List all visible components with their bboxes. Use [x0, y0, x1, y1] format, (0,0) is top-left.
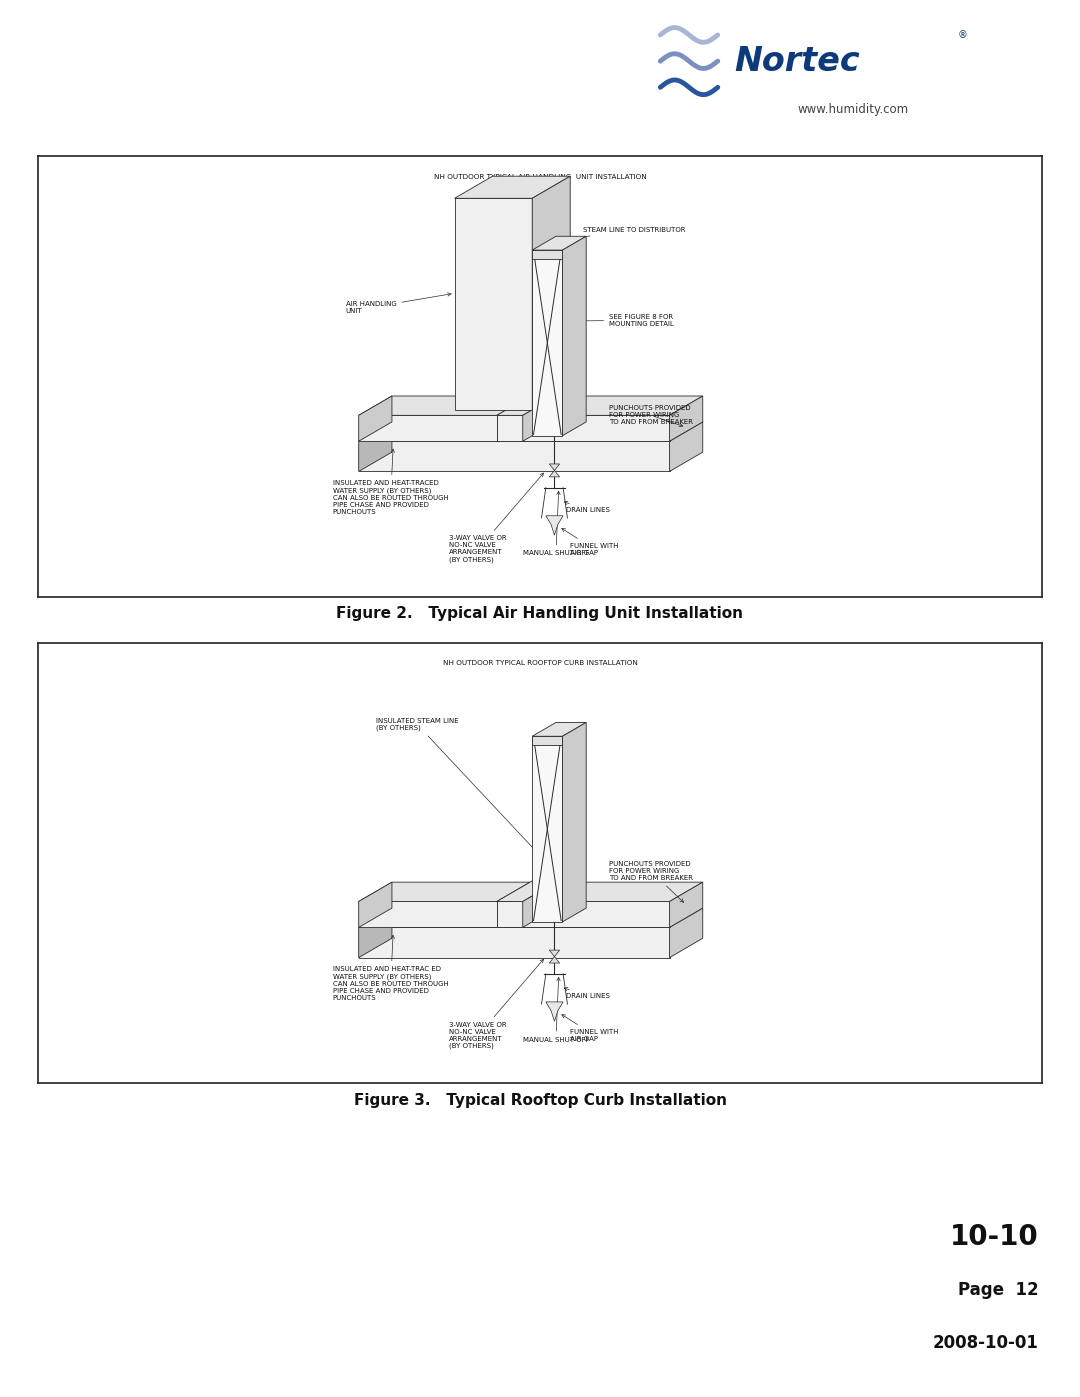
Polygon shape — [497, 380, 584, 415]
Polygon shape — [523, 380, 584, 441]
Polygon shape — [497, 901, 523, 928]
Text: ®: ® — [958, 29, 968, 41]
Text: FUNNEL WITH
AIR GAP: FUNNEL WITH AIR GAP — [562, 528, 619, 556]
Polygon shape — [550, 471, 559, 476]
Polygon shape — [670, 422, 703, 471]
Polygon shape — [455, 198, 532, 409]
Polygon shape — [497, 415, 523, 441]
Polygon shape — [359, 395, 392, 441]
Polygon shape — [545, 515, 563, 535]
Text: 3-WAY VALVE OR
NO-NC VALVE
ARRANGEMENT
(BY OTHERS): 3-WAY VALVE OR NO-NC VALVE ARRANGEMENT (… — [449, 474, 543, 563]
Polygon shape — [532, 736, 563, 745]
Text: PUNCHOUTS PROVIDED
FOR POWER WIRING
TO AND FROM BREAKER: PUNCHOUTS PROVIDED FOR POWER WIRING TO A… — [609, 862, 693, 902]
Text: Nortec: Nortec — [734, 45, 860, 78]
Text: www.humidity.com: www.humidity.com — [798, 103, 908, 116]
Text: INSULATED AND HEAT-TRAC ED
WATER SUPPLY (BY OTHERS)
CAN ALSO BE ROUTED THROUGH
P: INSULATED AND HEAT-TRAC ED WATER SUPPLY … — [333, 935, 448, 1000]
Text: NH OUTDOOR TYPICAL ROOFTOP CURB INSTALLATION: NH OUTDOOR TYPICAL ROOFTOP CURB INSTALLA… — [443, 659, 637, 666]
Polygon shape — [532, 250, 563, 436]
Text: DRAIN LINES: DRAIN LINES — [564, 988, 610, 999]
Text: 10-10: 10-10 — [949, 1222, 1039, 1250]
Polygon shape — [359, 415, 497, 441]
Polygon shape — [359, 422, 703, 441]
Polygon shape — [359, 908, 703, 928]
Text: AIR HANDLING
UNIT: AIR HANDLING UNIT — [346, 293, 451, 314]
Text: INSULATED AND HEAT-TRACED
WATER SUPPLY (BY OTHERS)
CAN ALSO BE ROUTED THROUGH
PI: INSULATED AND HEAT-TRACED WATER SUPPLY (… — [333, 448, 448, 514]
Text: 3-WAY VALVE OR
NO-NC VALVE
ARRANGEMENT
(BY OTHERS): 3-WAY VALVE OR NO-NC VALVE ARRANGEMENT (… — [449, 960, 543, 1049]
Text: 2008-10-01: 2008-10-01 — [933, 1334, 1039, 1352]
Polygon shape — [359, 901, 497, 928]
Text: Figure 3.   Typical Rooftop Curb Installation: Figure 3. Typical Rooftop Curb Installat… — [353, 1092, 727, 1108]
Polygon shape — [359, 422, 392, 471]
Text: NH OUTDOOR TYPICAL AIR HANDLING  UNIT INSTALLATION: NH OUTDOOR TYPICAL AIR HANDLING UNIT INS… — [434, 173, 646, 180]
Text: PUNCHOUTS PROVIDED
FOR POWER WIRING
TO AND FROM BREAKER: PUNCHOUTS PROVIDED FOR POWER WIRING TO A… — [609, 405, 693, 426]
Polygon shape — [523, 866, 584, 928]
Polygon shape — [359, 908, 392, 957]
Polygon shape — [359, 441, 670, 471]
Polygon shape — [532, 236, 586, 250]
Polygon shape — [550, 464, 559, 471]
Polygon shape — [523, 395, 703, 415]
Polygon shape — [497, 866, 584, 901]
Polygon shape — [550, 957, 559, 963]
Text: Page  12: Page 12 — [958, 1281, 1039, 1299]
Polygon shape — [563, 722, 586, 922]
Polygon shape — [523, 415, 670, 441]
Polygon shape — [359, 928, 670, 957]
Polygon shape — [550, 950, 559, 957]
Polygon shape — [359, 395, 530, 415]
Polygon shape — [670, 908, 703, 957]
Text: INSULATED STEAM LINE
(BY OTHERS): INSULATED STEAM LINE (BY OTHERS) — [376, 718, 555, 872]
Polygon shape — [532, 176, 570, 409]
Text: STEAM LINE TO DISTRIBUTOR: STEAM LINE TO DISTRIBUTOR — [561, 226, 686, 242]
Text: MANUAL SHUT-OFF: MANUAL SHUT-OFF — [523, 492, 590, 556]
Polygon shape — [563, 236, 586, 436]
Polygon shape — [523, 901, 670, 928]
Polygon shape — [670, 395, 703, 441]
Text: SEE FIGURE 8 FOR
MOUNTING DETAIL: SEE FIGURE 8 FOR MOUNTING DETAIL — [578, 314, 674, 327]
Polygon shape — [523, 882, 703, 901]
Polygon shape — [359, 882, 530, 901]
Polygon shape — [532, 736, 563, 922]
Polygon shape — [359, 882, 392, 928]
Polygon shape — [532, 250, 563, 258]
Polygon shape — [455, 176, 570, 198]
Text: MANUAL SHUT-OFF: MANUAL SHUT-OFF — [523, 978, 590, 1042]
Polygon shape — [532, 722, 586, 736]
Text: FUNNEL WITH
AIR GAP: FUNNEL WITH AIR GAP — [562, 1014, 619, 1042]
Text: DRAIN LINES: DRAIN LINES — [564, 502, 610, 513]
Polygon shape — [545, 1002, 563, 1021]
Text: Figure 2.   Typical Air Handling Unit Installation: Figure 2. Typical Air Handling Unit Inst… — [337, 606, 743, 622]
Polygon shape — [670, 882, 703, 928]
